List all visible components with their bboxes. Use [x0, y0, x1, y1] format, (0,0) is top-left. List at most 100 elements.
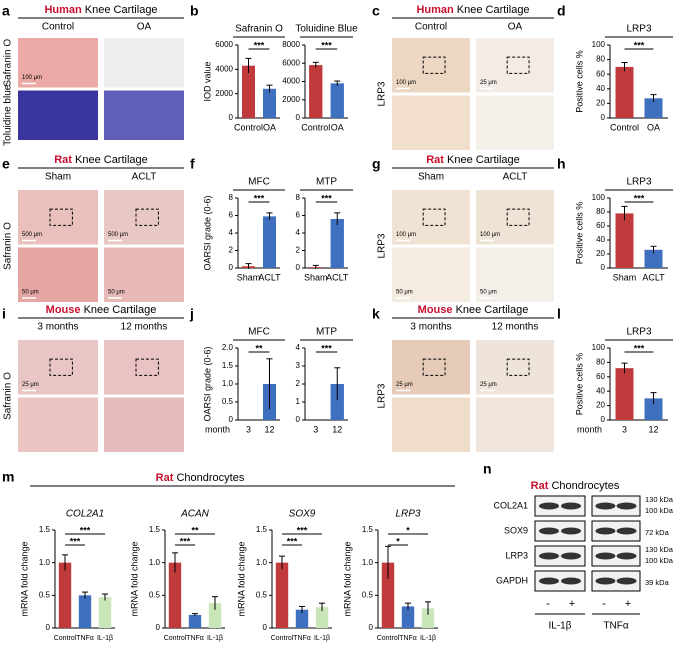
micrograph: [18, 90, 98, 140]
panel-letter: m: [2, 469, 14, 485]
error-bar: [312, 61, 319, 68]
y-tick-label: 1.0: [39, 558, 51, 567]
bar: [330, 83, 344, 118]
bar: [644, 398, 663, 420]
error-bar: [245, 263, 252, 269]
significance-label: ***: [634, 343, 645, 353]
bar: [168, 562, 182, 628]
error-bar: [299, 605, 305, 613]
y-tick-label: 3: [296, 361, 301, 370]
bar: [315, 607, 329, 628]
column-label: OA: [137, 22, 152, 33]
bar: [309, 65, 323, 118]
blot-band: [561, 577, 581, 585]
marker-label: 39 kDa: [645, 578, 670, 587]
column-label: Sham: [418, 172, 444, 183]
error-bar: [650, 245, 657, 254]
y-axis-label: mRNA fold change: [342, 541, 352, 616]
scale-label: 100 μm: [22, 75, 42, 81]
x-axis-label: month: [577, 424, 602, 434]
significance-label: **: [255, 343, 263, 353]
bar: [644, 249, 663, 268]
error-bar: [266, 212, 273, 220]
y-tick-label: 60: [596, 221, 605, 230]
significance-label: ***: [634, 40, 645, 50]
panel-letter: j: [189, 306, 194, 322]
error-bar: [650, 94, 657, 102]
protein-label: SOX9: [504, 525, 528, 535]
bar: [381, 562, 395, 628]
panel-letter: k: [372, 306, 380, 322]
chart-title: MTP: [316, 177, 337, 188]
scale-label: 500 μm: [22, 232, 42, 238]
panel-title: Human Knee Cartilage: [416, 4, 529, 16]
micrograph: [392, 190, 470, 245]
chart-title: Toluidine Blue: [295, 24, 358, 35]
y-axis-label: mRNA fold change: [236, 541, 246, 616]
column-label: Control: [42, 22, 74, 33]
scale-label: 25 μm: [396, 382, 413, 388]
species: Human: [44, 4, 82, 16]
y-tick-label: 2000: [215, 89, 233, 98]
y-tick-label: 100: [592, 343, 606, 352]
blot-band: [539, 502, 559, 510]
marker-label: 100 kDa: [645, 556, 674, 565]
scale-label: 50 μm: [480, 290, 497, 296]
y-tick-label: 80: [596, 207, 605, 216]
panel-title: Rat Chondrocytes: [531, 480, 620, 492]
species: Rat: [531, 480, 549, 492]
species: Mouse: [418, 304, 453, 316]
x-tick-label: OA: [263, 122, 276, 132]
bar: [330, 219, 344, 268]
bar: [98, 597, 112, 628]
scale-label: 500 μm: [108, 232, 128, 238]
significance-label: ***: [321, 343, 332, 353]
y-tick-label: 6000: [282, 58, 300, 67]
y-axis-label: IOD value: [202, 61, 212, 101]
y-tick-label: 8: [296, 193, 301, 202]
chart-title: Safranin O: [235, 24, 283, 35]
x-tick-label: ACLT: [258, 272, 281, 282]
micrograph: [104, 190, 184, 245]
protein-label: GAPDH: [496, 575, 528, 585]
species: Rat: [426, 154, 444, 166]
lane-label: -: [602, 598, 606, 610]
micrograph: [104, 90, 184, 140]
blot-band: [616, 552, 637, 560]
error-bar: [62, 554, 68, 571]
column-label: Control: [415, 22, 447, 33]
significance-label: ***: [287, 536, 298, 546]
error-bar: [621, 62, 628, 72]
error-bar: [266, 84, 273, 93]
panel-letter: b: [190, 3, 199, 19]
blot-band: [616, 577, 637, 585]
bar: [275, 562, 289, 628]
y-tick-label: 4: [296, 228, 301, 237]
stain-label: Safranin O: [3, 372, 14, 420]
lane-label: +: [569, 598, 575, 610]
scale-label: 100 μm: [396, 80, 416, 86]
blot-frame: [591, 570, 641, 592]
y-tick-label: 1.5: [256, 525, 268, 534]
significance-label: ***: [80, 525, 91, 535]
zoom-box: [506, 208, 530, 226]
y-tick-label: 40: [596, 84, 605, 93]
x-tick-label: 3: [246, 424, 251, 434]
x-tick-label: OA: [331, 122, 344, 132]
blot-band: [539, 552, 559, 560]
y-tick-label: 4: [229, 228, 234, 237]
y-tick-label: 0: [229, 113, 234, 122]
y-tick-label: 1.0: [256, 558, 268, 567]
y-tick-label: 0.5: [222, 397, 234, 406]
y-axis-label: Positive cells %: [574, 50, 584, 113]
error-bar: [266, 358, 273, 410]
y-axis-label: OARSI grade (0-6): [202, 346, 212, 421]
panel-title: Rat Knee Cartilage: [426, 154, 520, 166]
significance-label: ***: [254, 193, 265, 203]
y-tick-label: 1.5: [362, 525, 374, 534]
column-label: ACLT: [132, 172, 157, 183]
error-bar: [650, 392, 657, 405]
blot-band: [595, 552, 616, 560]
y-tick-label: 20: [596, 99, 605, 108]
